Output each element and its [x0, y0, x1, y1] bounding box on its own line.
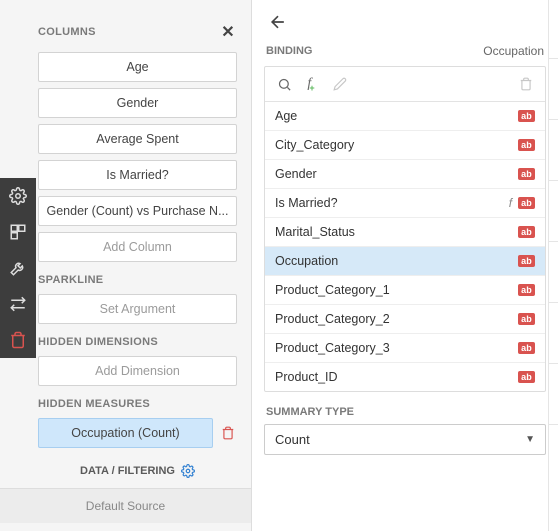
sparkline-header: SPARKLINE: [38, 274, 237, 286]
columns-header: COLUMNS ✕: [38, 20, 237, 44]
field-list: f+ AgeabCity_CategoryabGenderabIs Marrie…: [264, 66, 546, 392]
summary-type-dropdown[interactable]: Count ▼: [264, 424, 546, 455]
back-icon[interactable]: [264, 8, 292, 36]
columns-title: COLUMNS: [38, 26, 96, 38]
field-name: Gender: [275, 167, 317, 181]
gear-small-icon: [181, 464, 195, 478]
field-row[interactable]: Gender ab: [265, 160, 545, 189]
type-text-icon: ab: [518, 226, 535, 238]
delete-field-icon: [513, 71, 539, 97]
field-row[interactable]: Occupation ab: [265, 247, 545, 276]
field-name: Product_Category_1: [275, 283, 390, 297]
field-badges: ab: [518, 371, 535, 383]
field-badges: ab: [518, 110, 535, 122]
swap-icon[interactable]: [0, 286, 36, 322]
hidden-measure-item[interactable]: Occupation (Count): [38, 418, 213, 448]
summary-type-value: Count: [275, 432, 310, 447]
hidden-measures-header: HIDDEN MEASURES: [38, 398, 237, 410]
field-badges: ab: [518, 342, 535, 354]
type-text-icon: ab: [518, 197, 535, 209]
field-badges: ab: [518, 168, 535, 180]
field-badges: ab: [518, 255, 535, 267]
hidden-dimensions-header: HIDDEN DIMENSIONS: [38, 336, 237, 348]
field-row[interactable]: City_Category ab: [265, 131, 545, 160]
field-badges: ab: [518, 139, 535, 151]
add-dimension-button[interactable]: Add Dimension: [38, 356, 237, 386]
summary-type-label: SUMMARY TYPE: [266, 406, 544, 418]
remove-measure-icon[interactable]: [221, 426, 237, 440]
field-badges: ab: [518, 226, 535, 238]
data-filtering-button[interactable]: DATA / FILTERING: [38, 454, 237, 488]
set-argument-button[interactable]: Set Argument: [38, 294, 237, 324]
column-item[interactable]: Gender (Count) vs Purchase N...: [38, 196, 237, 226]
field-badges: ab: [518, 313, 535, 325]
search-icon[interactable]: [271, 71, 297, 97]
field-row[interactable]: Product_ID ab: [265, 363, 545, 391]
default-source-label[interactable]: Default Source: [0, 488, 251, 523]
column-item[interactable]: Average Spent: [38, 124, 237, 154]
layout-icon[interactable]: [0, 214, 36, 250]
close-icon[interactable]: ✕: [219, 20, 237, 44]
field-row[interactable]: Product_Category_2 ab: [265, 305, 545, 334]
add-calculated-field-icon[interactable]: f+: [299, 71, 325, 97]
field-row[interactable]: Product_Category_3 ab: [265, 334, 545, 363]
hidden-dimensions-title: HIDDEN DIMENSIONS: [38, 336, 158, 348]
binding-header: BINDING Occupation: [266, 44, 544, 58]
app-root: COLUMNS ✕ Age Gender Average Spent Is Ma…: [0, 0, 558, 531]
column-item[interactable]: Gender: [38, 88, 237, 118]
binding-field-name: Occupation: [483, 44, 544, 58]
type-text-icon: ab: [518, 255, 535, 267]
sparkline-title: SPARKLINE: [38, 274, 103, 286]
field-row[interactable]: Marital_Status ab: [265, 218, 545, 247]
field-badges: fab: [509, 196, 535, 210]
column-item[interactable]: Age: [38, 52, 237, 82]
left-panel: COLUMNS ✕ Age Gender Average Spent Is Ma…: [0, 0, 252, 531]
chevron-down-icon: ▼: [525, 434, 535, 445]
edit-icon: [327, 71, 353, 97]
field-toolbar: f+: [265, 67, 545, 102]
field-row[interactable]: Age ab: [265, 102, 545, 131]
type-text-icon: ab: [518, 110, 535, 122]
edge-strip: [548, 0, 558, 531]
type-text-icon: ab: [518, 342, 535, 354]
field-row[interactable]: Is Married? fab: [265, 189, 545, 218]
type-text-icon: ab: [518, 139, 535, 151]
hidden-measures-title: HIDDEN MEASURES: [38, 398, 150, 410]
type-text-icon: ab: [518, 284, 535, 296]
field-name: Age: [275, 109, 297, 123]
tool-rail: [0, 178, 36, 358]
type-text-icon: ab: [518, 168, 535, 180]
binding-label: BINDING: [266, 45, 312, 57]
field-name: Product_Category_2: [275, 312, 390, 326]
add-column-button[interactable]: Add Column: [38, 232, 237, 262]
type-text-icon: ab: [518, 313, 535, 325]
right-panel: BINDING Occupation f+ AgeabCity_Categor: [252, 0, 558, 531]
wrench-icon[interactable]: [0, 250, 36, 286]
field-name: City_Category: [275, 138, 354, 152]
data-filtering-label: DATA / FILTERING: [80, 465, 175, 477]
field-badges: ab: [518, 284, 535, 296]
trash-icon[interactable]: [0, 322, 36, 358]
gear-icon[interactable]: [0, 178, 36, 214]
field-name: Product_Category_3: [275, 341, 390, 355]
field-name: Product_ID: [275, 370, 338, 384]
type-text-icon: ab: [518, 371, 535, 383]
field-row[interactable]: Product_Category_1 ab: [265, 276, 545, 305]
field-name: Is Married?: [275, 196, 338, 210]
column-item[interactable]: Is Married?: [38, 160, 237, 190]
field-name: Occupation: [275, 254, 338, 268]
fx-icon: f: [509, 196, 512, 210]
field-name: Marital_Status: [275, 225, 355, 239]
